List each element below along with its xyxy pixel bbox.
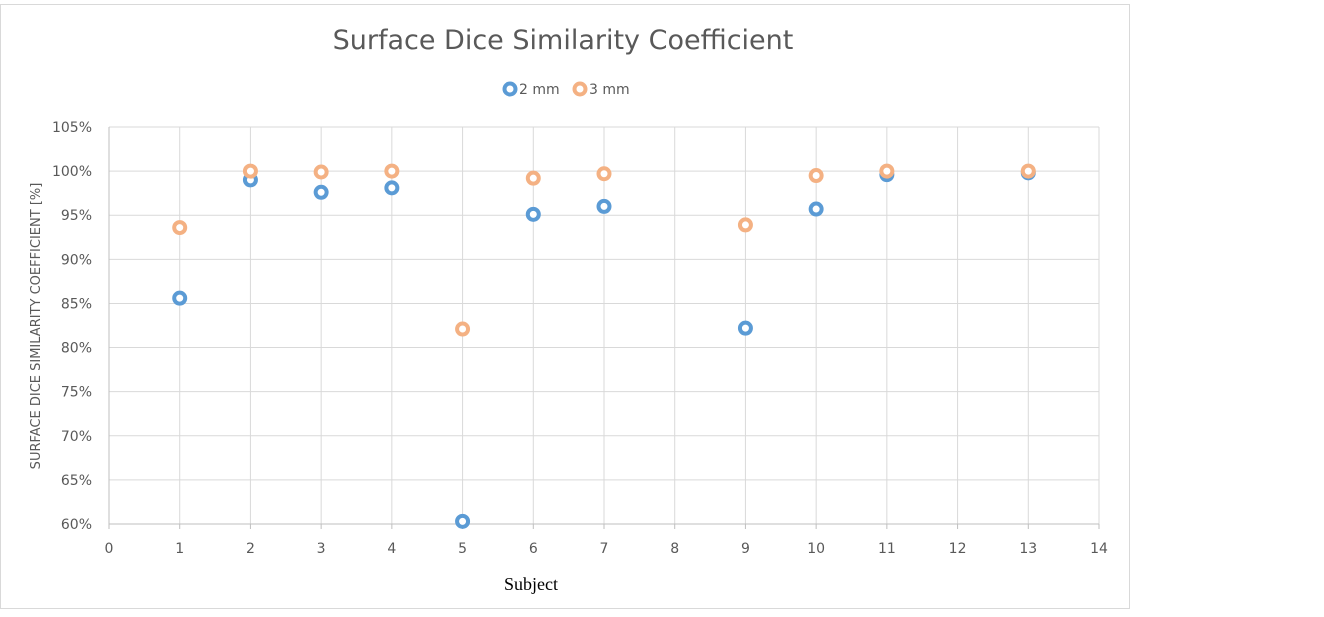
x-tick-label: 1 xyxy=(175,541,184,557)
x-tick-label: 14 xyxy=(1090,541,1108,557)
point-3mm xyxy=(596,166,612,182)
y-tick-label: 75% xyxy=(61,385,92,401)
axes xyxy=(108,127,1100,529)
point-3mm xyxy=(808,168,824,184)
x-axis-label: Subject xyxy=(504,574,558,594)
point-2mm xyxy=(384,180,400,196)
point-2mm xyxy=(525,206,541,222)
point-2mm xyxy=(737,320,753,336)
x-tick-label: 3 xyxy=(317,541,326,557)
point-3mm xyxy=(242,163,258,179)
y-tick-label: 95% xyxy=(61,208,92,224)
x-tick-label: 8 xyxy=(670,541,679,557)
point-2mm xyxy=(172,290,188,306)
y-tick-label: 100% xyxy=(52,164,92,180)
point-3mm xyxy=(455,321,471,337)
legend-label-3mm: 3 mm xyxy=(589,82,630,98)
legend-marker-2mm xyxy=(502,81,518,97)
point-3mm xyxy=(313,164,329,180)
y-tick-label: 70% xyxy=(61,429,92,445)
y-tick-label: 85% xyxy=(61,296,92,312)
x-tick-label: 11 xyxy=(878,541,896,557)
y-tick-label: 105% xyxy=(52,120,92,136)
gridlines xyxy=(109,126,1100,524)
legend-item-3mm: 3 mm xyxy=(572,81,630,98)
point-2mm xyxy=(455,513,471,529)
x-tick-label: 6 xyxy=(529,541,538,557)
x-tick-label: 12 xyxy=(949,541,967,557)
point-3mm xyxy=(525,170,541,186)
point-2mm xyxy=(808,201,824,217)
point-3mm xyxy=(384,163,400,179)
data-points xyxy=(172,163,1036,529)
x-tick-label: 9 xyxy=(741,541,750,557)
x-tick-label: 10 xyxy=(807,541,825,557)
y-tick-label: 80% xyxy=(61,341,92,357)
legend: 2 mm 3 mm xyxy=(502,81,630,98)
chart-frame xyxy=(0,4,1130,609)
x-tick-label: 13 xyxy=(1019,541,1037,557)
legend-label-2mm: 2 mm xyxy=(519,82,560,98)
y-axis-label: SURFACE DICE SIMILARITY COEFFICIENT [%] xyxy=(29,183,44,470)
point-3mm xyxy=(737,217,753,233)
y-tick-label: 90% xyxy=(61,252,92,268)
point-3mm xyxy=(172,220,188,236)
x-tick-label: 0 xyxy=(105,541,114,557)
x-tick-label: 2 xyxy=(246,541,255,557)
y-tick-label: 65% xyxy=(61,473,92,489)
x-tick-label: 7 xyxy=(600,541,609,557)
legend-marker-3mm xyxy=(572,81,588,97)
point-3mm xyxy=(879,163,895,179)
x-tick-labels: 0 1 2 3 4 5 6 7 8 9 10 11 12 13 14 xyxy=(105,541,1108,557)
y-tick-labels: 60% 65% 70% 75% 80% 85% 90% 95% 100% 105% xyxy=(52,120,92,533)
x-tick-label: 5 xyxy=(458,541,467,557)
x-tick-label: 4 xyxy=(387,541,396,557)
point-2mm xyxy=(596,198,612,214)
chart-title: Surface Dice Similarity Coefficient xyxy=(333,25,794,56)
y-tick-label: 60% xyxy=(61,517,92,533)
point-2mm xyxy=(313,184,329,200)
legend-item-2mm: 2 mm xyxy=(502,81,560,98)
point-3mm xyxy=(1020,163,1036,179)
